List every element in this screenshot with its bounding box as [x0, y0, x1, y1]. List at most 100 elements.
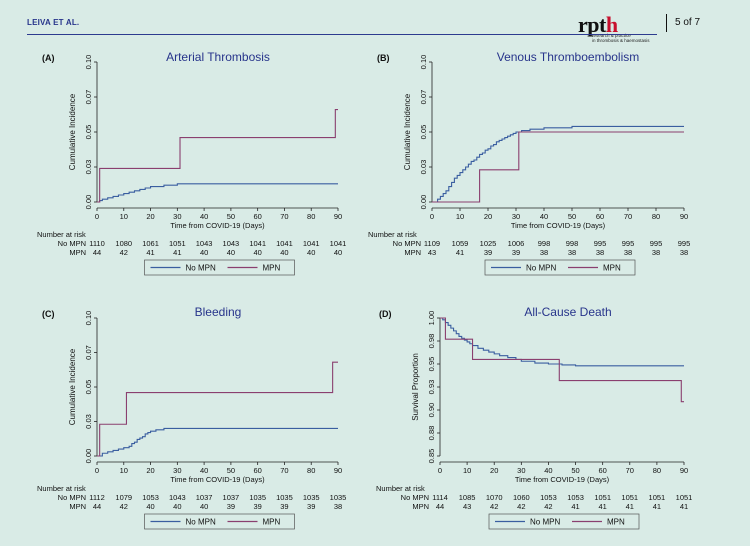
panel-a: (A) Arterial Thrombosis 0.00 0.03 0.05 0.07 0.…	[37, 50, 347, 276]
page-number: 5 of 7	[666, 14, 700, 32]
risk-value-no-mpn: 1041	[330, 239, 347, 248]
risk-value-mpn: 43	[428, 248, 436, 257]
risk-value-no-mpn: 1035	[276, 493, 293, 502]
x-axis-label: Time from COVID-19 (Days)	[511, 221, 606, 230]
y-tick-label: 0.00	[84, 195, 93, 210]
risk-value-no-mpn: 1025	[480, 239, 497, 248]
panel-title: Arterial Thrombosis	[166, 50, 270, 64]
risk-value-no-mpn: 1053	[142, 493, 159, 502]
risk-row-label-no-mpn: No MPN	[401, 493, 429, 502]
x-tick-label: 30	[517, 466, 525, 475]
x-axis-label: Time from COVID-19 (Days)	[515, 475, 610, 484]
legend-box	[484, 259, 636, 276]
series-line-mpn	[97, 361, 338, 457]
risk-value-mpn: 42	[490, 502, 498, 511]
risk-value-mpn: 42	[544, 502, 552, 511]
y-tick-label: 0.07	[419, 90, 428, 105]
risk-value-mpn: 40	[173, 502, 181, 511]
risk-value-no-mpn: 1080	[115, 239, 132, 248]
x-tick-label: 20	[146, 212, 154, 221]
y-tick-label: 0.00	[419, 195, 428, 210]
y-tick-label: 0.88	[427, 426, 436, 441]
legend-box	[488, 513, 640, 530]
risk-value-mpn: 38	[652, 248, 660, 257]
risk-row-label-mpn: MPN	[404, 248, 421, 257]
x-tick-label: 80	[652, 212, 660, 221]
risk-value-no-mpn: 1112	[89, 493, 105, 502]
risk-value-mpn: 44	[93, 502, 101, 511]
risk-row-label-mpn: MPN	[69, 502, 86, 511]
risk-value-mpn: 42	[517, 502, 525, 511]
y-axis-label: Cumulative Incidence	[68, 348, 77, 425]
panel-title: Bleeding	[195, 305, 242, 319]
risk-value-no-mpn: 995	[622, 239, 635, 248]
risk-row-label-no-mpn: No MPN	[58, 239, 86, 248]
risk-value-mpn: 39	[307, 502, 315, 511]
risk-value-no-mpn: 1051	[169, 239, 186, 248]
risk-value-no-mpn: 1110	[89, 239, 105, 248]
x-tick-label: 40	[200, 466, 208, 475]
x-tick-label: 70	[280, 212, 288, 221]
risk-value-no-mpn: 1043	[169, 493, 186, 502]
x-tick-label: 50	[571, 466, 579, 475]
panel-letter: (A)	[42, 53, 55, 63]
risk-row-label-no-mpn: No MPN	[58, 493, 86, 502]
y-tick-label: 0.03	[419, 160, 428, 175]
y-tick-label: 0.05	[84, 380, 93, 395]
risk-value-mpn: 40	[334, 248, 342, 257]
risk-header: Number at risk	[37, 230, 86, 239]
series-line-no-mpn	[440, 317, 684, 367]
risk-value-no-mpn: 995	[650, 239, 663, 248]
risk-header: Number at risk	[376, 484, 425, 493]
x-tick-label: 0	[430, 212, 434, 221]
risk-value-no-mpn: 1051	[649, 493, 666, 502]
risk-value-no-mpn: 1109	[424, 239, 440, 248]
risk-value-no-mpn: 995	[678, 239, 691, 248]
x-tick-label: 30	[512, 212, 520, 221]
y-tick-label: 0.05	[84, 125, 93, 140]
risk-value-mpn: 42	[120, 502, 128, 511]
x-tick-label: 50	[227, 212, 235, 221]
x-tick-label: 0	[438, 466, 442, 475]
risk-value-mpn: 40	[200, 502, 208, 511]
x-tick-label: 60	[253, 466, 261, 475]
risk-value-mpn: 39	[253, 502, 261, 511]
risk-value-mpn: 38	[568, 248, 576, 257]
risk-value-no-mpn: 1006	[508, 239, 525, 248]
risk-value-no-mpn: 1061	[142, 239, 159, 248]
risk-value-no-mpn: 1041	[303, 239, 320, 248]
legend-label-no-mpn: No MPN	[526, 264, 556, 273]
legend-label-mpn: MPN	[263, 264, 281, 273]
legend-label-no-mpn: No MPN	[186, 518, 216, 527]
y-tick-label: 0.93	[427, 380, 436, 395]
journal-logo: rpth research & practice in thrombosis & …	[578, 12, 658, 46]
y-tick-label: 0.10	[419, 55, 428, 70]
y-tick-label: 0.10	[84, 55, 93, 70]
risk-value-no-mpn: 995	[594, 239, 607, 248]
risk-value-no-mpn: 1043	[196, 239, 213, 248]
risk-value-mpn: 38	[596, 248, 604, 257]
risk-value-mpn: 41	[571, 502, 579, 511]
risk-value-no-mpn: 1035	[303, 493, 320, 502]
risk-value-mpn: 41	[456, 248, 464, 257]
risk-value-mpn: 39	[280, 502, 288, 511]
x-tick-label: 20	[484, 212, 492, 221]
risk-value-no-mpn: 1037	[196, 493, 213, 502]
y-axis-label: Cumulative Incidence	[68, 93, 77, 170]
legend-box	[144, 259, 295, 276]
risk-row-label-mpn: MPN	[69, 248, 86, 257]
x-tick-label: 70	[624, 212, 632, 221]
panel-letter: (D)	[379, 309, 392, 319]
panel-c: (C) Bleeding 0.00 0.03 0.05 0.07 0.10 Cumulativ…	[37, 305, 346, 530]
x-tick-label: 0	[95, 466, 99, 475]
x-tick-label: 70	[626, 466, 634, 475]
risk-header: Number at risk	[368, 230, 417, 239]
running-head: LEIVA ET AL.	[27, 18, 80, 27]
risk-value-mpn: 38	[334, 502, 342, 511]
risk-value-no-mpn: 1051	[676, 493, 693, 502]
x-tick-label: 10	[120, 212, 128, 221]
risk-value-mpn: 40	[227, 248, 235, 257]
y-axis-label: Cumulative Incidence	[403, 93, 412, 170]
y-tick-label: 0.00	[84, 449, 93, 464]
risk-row-label-mpn: MPN	[412, 502, 429, 511]
